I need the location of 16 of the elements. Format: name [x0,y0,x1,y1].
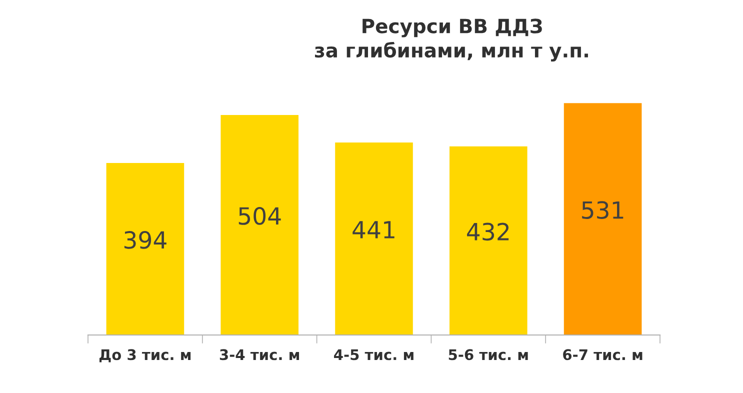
data-label: 441 [352,221,394,238]
data-label: 394 [124,231,166,249]
bar [220,114,298,335]
x-tick-label: 6-7 тис. м [563,349,642,360]
x-tick-label: До 3 тис. м [99,349,191,362]
data-label: 504 [238,207,281,225]
x-tick-label: 4-5 тис. м [334,349,414,360]
bar [106,162,184,335]
chart-title: Ресурси ВВ ДДЗ за глибинами, млн т у.п. [315,18,588,62]
x-tick-label: 5-6 тис. м [448,349,528,360]
bar [335,142,413,335]
data-label: 432 [467,222,509,241]
data-label: 531 [582,201,624,219]
bar [450,146,528,335]
x-tick-label: 3-4 тис. м [220,349,300,360]
bar [564,103,642,335]
